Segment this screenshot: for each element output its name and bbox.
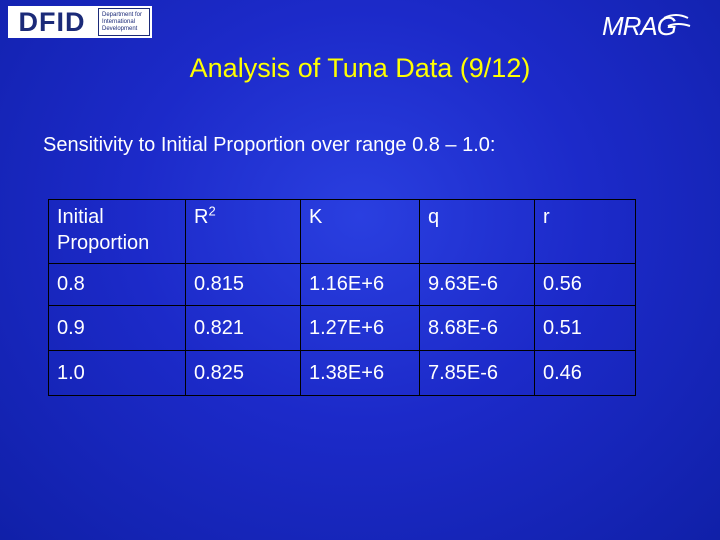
cell-r: 0.56 — [534, 263, 636, 306]
table-header-row: Initial Proportion R2 K q r — [48, 199, 636, 264]
cell-q: 7.85E-6 — [419, 350, 535, 396]
dfid-logo-mark: DFID — [8, 6, 96, 38]
dfid-logo: DFID Department for International Develo… — [8, 6, 152, 38]
cell-r2: 0.821 — [185, 305, 301, 351]
cell-initial-proportion: 0.9 — [48, 305, 186, 351]
mrag-logo-text: MRAG — [602, 11, 677, 40]
cell-q: 8.68E-6 — [419, 305, 535, 351]
header-q: q — [419, 199, 535, 264]
slide-title: Analysis of Tuna Data (9/12) — [189, 53, 531, 83]
header-initial-proportion: Initial Proportion — [48, 199, 186, 264]
cell-q: 9.63E-6 — [419, 263, 535, 306]
cell-initial-proportion: 0.8 — [48, 263, 186, 306]
header-r: r — [534, 199, 636, 264]
cell-initial-proportion: 1.0 — [48, 350, 186, 396]
cell-k: 1.27E+6 — [300, 305, 420, 351]
cell-r2: 0.825 — [185, 350, 301, 396]
header-r2: R2 — [185, 199, 301, 264]
table-row: 0.9 0.821 1.27E+6 8.68E-6 0.51 — [48, 305, 636, 351]
table-row: 1.0 0.825 1.38E+6 7.85E-6 0.46 — [48, 350, 636, 396]
mrag-logo: MRAG — [602, 11, 691, 40]
cell-r: 0.51 — [534, 305, 636, 351]
header-r2-superscript: 2 — [208, 203, 216, 219]
header-k: K — [300, 199, 420, 264]
cell-r2: 0.815 — [185, 263, 301, 306]
header-r2-base: R — [194, 206, 209, 228]
dfid-logo-line: Development — [102, 25, 138, 32]
dfid-logo-line: Department for — [102, 11, 143, 18]
cell-r: 0.46 — [534, 350, 636, 396]
sensitivity-table: Initial Proportion R2 K q r 0.8 0.815 1.… — [48, 199, 636, 396]
dfid-logo-line: International — [102, 18, 136, 25]
dfid-logo-text: Department for International Development — [98, 8, 150, 36]
table-row: 0.8 0.815 1.16E+6 9.63E-6 0.56 — [48, 263, 636, 306]
slide-subtitle: Sensitivity to Initial Proportion over r… — [43, 134, 496, 156]
cell-k: 1.38E+6 — [300, 350, 420, 396]
cell-k: 1.16E+6 — [300, 263, 420, 306]
